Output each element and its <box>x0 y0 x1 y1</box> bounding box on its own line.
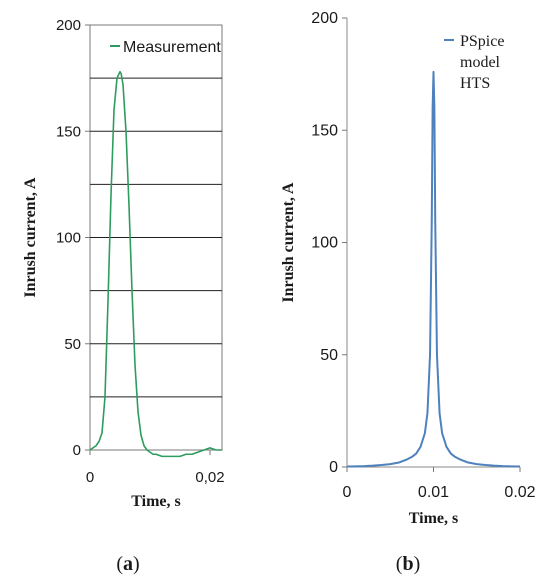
y-tick-label: 100 <box>311 235 338 252</box>
y-axis-title: Inrush current, A <box>280 182 297 303</box>
y-tick-label: 150 <box>56 123 81 140</box>
panel-caption-paren: ( <box>116 553 123 575</box>
panel-caption: (a) <box>116 553 139 575</box>
y-tick-label: 50 <box>320 347 338 364</box>
panel-caption-paren: ) <box>133 553 140 575</box>
x-tick-label: 0,02 <box>195 469 224 486</box>
panel-caption-letter: a <box>123 553 133 575</box>
y-tick-label: 150 <box>311 122 338 139</box>
y-tick-label: 0 <box>73 442 81 459</box>
x-tick-label: 0 <box>86 469 94 486</box>
y-tick-label: 200 <box>311 10 338 27</box>
legend-label: PSpice <box>460 33 504 50</box>
panel-a-chart: 0 50 100 150 200 0 0,02 Time, s Inrush current, … <box>22 17 225 575</box>
y-tick-label: 0 <box>329 459 338 476</box>
panel-caption: (b) <box>396 553 420 575</box>
legend-label: Measurement <box>123 39 221 56</box>
y-tick-label: 50 <box>64 336 81 353</box>
x-tick-label: 0.02 <box>504 484 535 501</box>
x-axis-title: Time, s <box>409 510 458 527</box>
y-axis-title: Inrush current, A <box>22 177 39 298</box>
panel-caption-letter: b <box>402 553 413 575</box>
y-tick-label: 200 <box>56 17 81 34</box>
series-line <box>346 70 521 468</box>
panel-caption-paren: ) <box>414 553 421 575</box>
x-tick-label: 0 <box>343 484 352 501</box>
y-tick-label: 100 <box>56 230 81 247</box>
panel-b-chart: 0 50 100 150 200 0 0.01 0.02 Time, s Inrush curre… <box>280 10 536 575</box>
x-axis-title: Time, s <box>131 493 180 510</box>
panel-caption-paren: ( <box>396 553 403 575</box>
legend-label: model <box>460 54 501 71</box>
legend-label: HTS <box>460 75 490 92</box>
x-tick-label: 0.01 <box>418 484 449 501</box>
series-line <box>89 70 222 458</box>
